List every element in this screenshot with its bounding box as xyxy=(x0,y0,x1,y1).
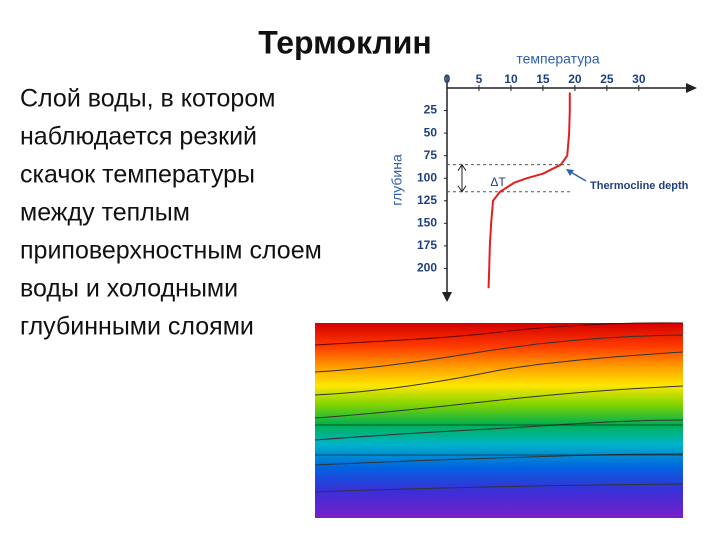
x-tick-label: 0 xyxy=(444,72,451,86)
x-axis-arrow xyxy=(686,83,697,93)
y-axis-label: глубина xyxy=(389,154,405,206)
body-line: приповерхностным слоем xyxy=(20,237,322,265)
profile-line xyxy=(487,92,571,289)
x-tick-label: 25 xyxy=(600,72,614,86)
pointer-head xyxy=(566,169,574,176)
contour xyxy=(314,483,684,493)
body-line: между теплым xyxy=(20,199,190,227)
y-tick-label: 175 xyxy=(417,238,437,252)
x-tick-label: 20 xyxy=(568,72,582,86)
contour xyxy=(314,385,684,419)
delta-arrow-head xyxy=(457,163,467,193)
delta-t-label: ΔT xyxy=(490,175,506,189)
body-line: скачок температуры xyxy=(20,161,255,189)
body-text: Слой воды, в котором наблюдается резкий ск… xyxy=(20,85,322,341)
body-line: Слой воды, в котором xyxy=(20,85,275,113)
y-tick-label: 50 xyxy=(424,125,438,139)
contour xyxy=(314,334,684,373)
thermocline-label: Thermocline depth xyxy=(590,180,689,192)
x-axis-label: температура xyxy=(516,51,599,67)
contour xyxy=(314,322,684,346)
y-tick-label: 100 xyxy=(417,170,437,184)
y-tick-label: 150 xyxy=(417,215,437,229)
y-axis-arrow xyxy=(442,292,452,302)
y-tick-label: 75 xyxy=(424,148,438,162)
slide-title: Термоклин xyxy=(258,24,431,60)
x-tick-label: 10 xyxy=(504,72,518,86)
contour xyxy=(314,453,684,466)
x-tick-label: 5 xyxy=(476,72,483,86)
plot: 0 5 10 15 20 25 30 25 50 75 100 125 150 175 200 xyxy=(417,72,646,289)
y-tick-label: 200 xyxy=(417,261,437,275)
x-tick-label: 30 xyxy=(632,72,646,86)
contour xyxy=(314,351,684,396)
y-tick-label: 125 xyxy=(417,193,437,207)
contour xyxy=(314,419,684,441)
section-image xyxy=(314,322,684,518)
body-line: глубинными слоями xyxy=(20,313,254,341)
contour-section xyxy=(315,323,683,518)
body-line: наблюдается резкий xyxy=(20,123,257,151)
x-tick-label: 15 xyxy=(536,72,550,86)
y-tick-label: 25 xyxy=(424,103,438,117)
body-line: воды и холодными xyxy=(20,275,238,303)
